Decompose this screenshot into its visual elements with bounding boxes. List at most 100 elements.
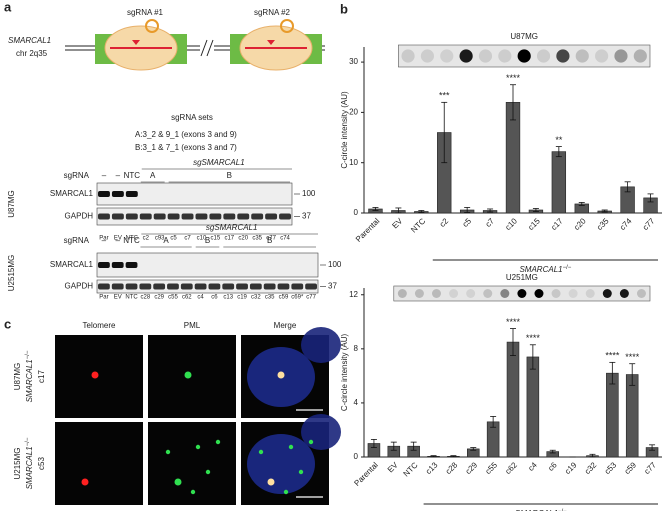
band: [265, 213, 278, 220]
focus: [91, 371, 99, 379]
x-tick-label: c2: [438, 216, 451, 229]
gene: SMARCAL1: [25, 446, 34, 489]
dot-blot-spot: [619, 289, 629, 298]
genotype: −/−: [25, 437, 31, 446]
lane-label: NTC: [126, 236, 139, 242]
band: [180, 283, 193, 290]
y-tick-label: 30: [349, 57, 358, 66]
x-tick-label: EV: [390, 216, 404, 230]
x-tick-label: EV: [386, 460, 400, 474]
lane-label: c10: [197, 236, 207, 242]
dot-blot-spot: [517, 289, 527, 298]
genotype: −/−: [25, 350, 31, 359]
row-label: GAPDH: [65, 282, 94, 291]
chromosome: chr 2q35: [16, 49, 48, 58]
band: [167, 283, 179, 290]
group-label: B: [205, 236, 210, 245]
y-tick-label: 0: [354, 208, 359, 217]
band: [139, 283, 152, 290]
lane-label: c62: [182, 295, 192, 301]
dot-blot-spot: [500, 289, 510, 298]
image: [55, 335, 143, 418]
x-tick-label: c10: [503, 216, 519, 232]
lane-label: c13: [223, 295, 233, 301]
band: [98, 213, 110, 220]
group-label: NTC: [124, 171, 141, 180]
group-label: A: [150, 171, 156, 180]
lane-label: c77: [266, 236, 276, 242]
focus: [298, 469, 304, 475]
x-tick-label: c62: [503, 460, 519, 476]
y-tick-label: 12: [349, 290, 358, 299]
lane-label: c35: [265, 295, 275, 301]
bar: [526, 356, 540, 458]
lane-label: c59: [279, 295, 289, 301]
x-tick-label: c6: [546, 460, 559, 473]
lane-label: c74: [280, 236, 290, 242]
group-label: –: [102, 236, 107, 245]
band: [251, 213, 264, 220]
dot-blot-spot: [585, 289, 595, 298]
group-label: SMARCAL1−/−: [515, 509, 567, 511]
dot-blot-spot: [498, 49, 512, 63]
gene-diagram: [65, 19, 325, 71]
dot-blot-spot: [517, 49, 531, 63]
bar: [606, 372, 619, 458]
group-genotype: −/−: [563, 265, 572, 271]
dot-blot-spot: [401, 49, 415, 63]
row-label: SMARCAL1: [50, 260, 94, 269]
panel-label: b: [340, 1, 348, 16]
sgrna-label: sgRNA #1: [127, 8, 164, 17]
row-label: SMARCAL1: [50, 189, 94, 198]
blot-strip: [96, 279, 319, 294]
dot-blot-spot: [633, 49, 647, 63]
band: [208, 283, 221, 290]
dot-blot-spot: [536, 49, 551, 63]
gene: SMARCAL1: [25, 359, 34, 402]
focus: [267, 478, 275, 486]
bar: [625, 374, 639, 458]
blot-header: sgSMARCAL1: [206, 223, 258, 232]
band: [125, 283, 138, 290]
band: [237, 213, 250, 220]
lane-label: c19: [237, 295, 247, 301]
x-tick-label: c20: [572, 216, 588, 232]
x-tick-label: c32: [583, 460, 599, 476]
band: [305, 283, 317, 290]
nucleus: [301, 327, 341, 363]
x-tick-label: Parental: [352, 460, 380, 488]
x-tick-label: c77: [641, 216, 657, 232]
lane-label: EV: [114, 236, 122, 242]
band: [125, 213, 138, 220]
dot-blot-spot: [614, 49, 628, 63]
band: [167, 213, 180, 220]
dot-blot-spot: [602, 289, 612, 298]
band: [111, 283, 124, 290]
dot-blot-spot: [568, 289, 578, 298]
dot-blot-spot: [397, 289, 407, 298]
cell-line: U87MG: [7, 190, 16, 218]
column-label: PML: [184, 321, 201, 330]
band: [279, 213, 291, 220]
x-tick-label: NTC: [402, 460, 420, 478]
lane-label: EV: [114, 295, 122, 301]
dot-blot-spot: [432, 289, 441, 298]
band: [209, 213, 222, 220]
x-tick-label: c13: [424, 460, 440, 476]
band: [98, 262, 110, 268]
band: [153, 213, 166, 220]
lane-label: c6: [211, 295, 218, 301]
charts: 0 10 20 30 C-circle intensity (AU) U87MG Paren…: [340, 32, 662, 511]
group-label: A: [163, 236, 169, 245]
column-label: Merge: [274, 321, 297, 330]
band: [139, 213, 152, 220]
significance: ***: [439, 91, 450, 101]
lane-label: c69*: [291, 295, 304, 301]
panel-label: a: [4, 0, 12, 14]
dot-blot-spot: [449, 289, 459, 298]
sgrna-label: sgRNA #2: [254, 8, 291, 17]
dot-blot-spot: [534, 289, 544, 298]
lane-label: NTC: [125, 295, 138, 301]
